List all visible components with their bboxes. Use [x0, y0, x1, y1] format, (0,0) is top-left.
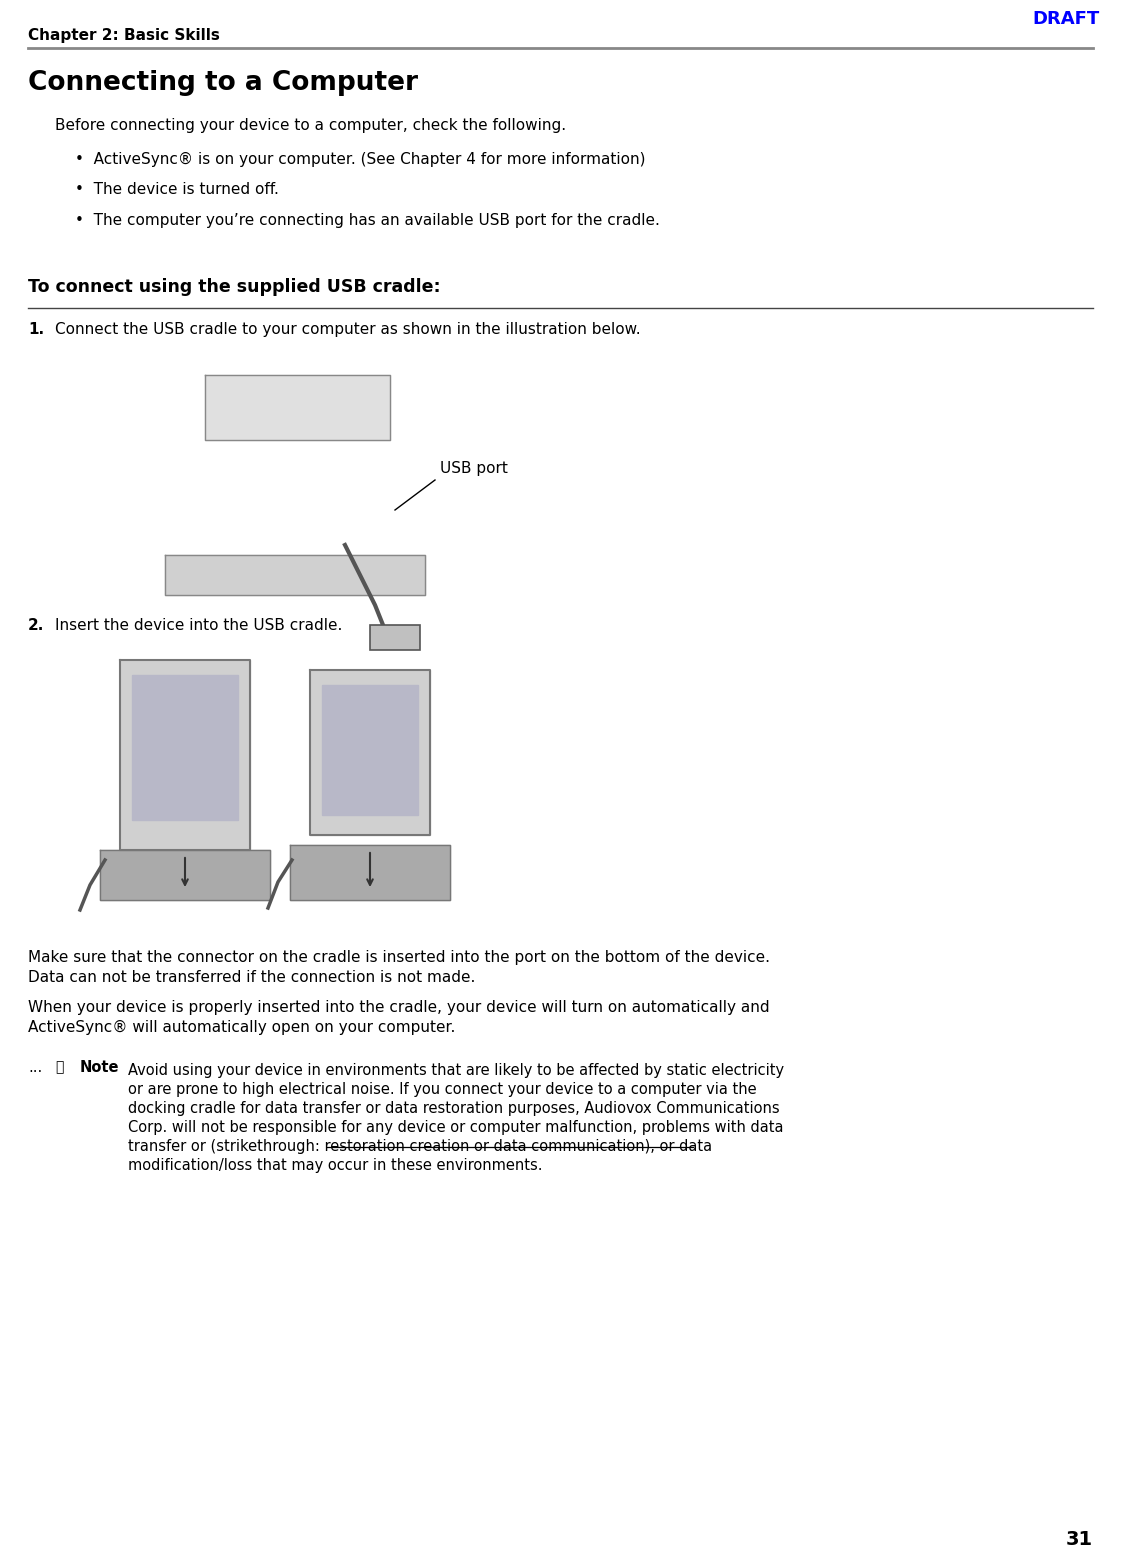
Text: Chapter 2: Basic Skills: Chapter 2: Basic Skills	[28, 28, 220, 43]
Text: Make sure that the connector on the cradle is inserted into the port on the bott: Make sure that the connector on the crad…	[28, 950, 770, 965]
Text: or are prone to high electrical noise. If you connect your device to a computer : or are prone to high electrical noise. I…	[128, 1082, 757, 1097]
Polygon shape	[322, 684, 418, 815]
Text: docking cradle for data transfer or data restoration purposes, Audiovox Communic: docking cradle for data transfer or data…	[128, 1100, 779, 1116]
Polygon shape	[132, 675, 238, 819]
Text: Corp. will not be responsible for any device or computer malfunction, problems w: Corp. will not be responsible for any de…	[128, 1121, 784, 1135]
Text: 📓: 📓	[55, 1060, 64, 1074]
Text: 31: 31	[1066, 1530, 1093, 1549]
Text: transfer or (strikethrough: restoration creation or data communication), or data: transfer or (strikethrough: restoration …	[128, 1139, 712, 1155]
Text: ...: ...	[28, 1060, 43, 1076]
Polygon shape	[290, 844, 450, 900]
Text: DRAFT: DRAFT	[1032, 9, 1100, 28]
Text: USB port: USB port	[441, 461, 508, 475]
Text: Insert the device into the USB cradle.: Insert the device into the USB cradle.	[55, 618, 342, 633]
Text: 2.: 2.	[28, 618, 45, 633]
Text: 1.: 1.	[28, 321, 44, 337]
Text: When your device is properly inserted into the cradle, your device will turn on : When your device is properly inserted in…	[28, 999, 770, 1015]
Polygon shape	[100, 850, 270, 900]
Text: ActiveSync® will automatically open on your computer.: ActiveSync® will automatically open on y…	[28, 1020, 455, 1035]
Polygon shape	[165, 556, 425, 594]
Text: Data can not be transferred if the connection is not made.: Data can not be transferred if the conne…	[28, 970, 475, 986]
Text: •  The computer you’re connecting has an available USB port for the cradle.: • The computer you’re connecting has an …	[75, 213, 660, 228]
Text: To connect using the supplied USB cradle:: To connect using the supplied USB cradle…	[28, 278, 441, 296]
Text: Note: Note	[80, 1060, 120, 1076]
Text: Connecting to a Computer: Connecting to a Computer	[28, 70, 418, 96]
Polygon shape	[120, 660, 250, 850]
Text: Before connecting your device to a computer, check the following.: Before connecting your device to a compu…	[55, 118, 566, 133]
Text: Connect the USB cradle to your computer as shown in the illustration below.: Connect the USB cradle to your computer …	[55, 321, 640, 337]
Text: Avoid using your device in environments that are likely to be affected by static: Avoid using your device in environments …	[128, 1063, 784, 1079]
Text: modification/loss that may occur in these environments.: modification/loss that may occur in thes…	[128, 1158, 543, 1173]
Text: •  ActiveSync® is on your computer. (See Chapter 4 for more information): • ActiveSync® is on your computer. (See …	[75, 152, 646, 168]
Polygon shape	[311, 670, 430, 835]
FancyBboxPatch shape	[370, 625, 420, 650]
Text: •  The device is turned off.: • The device is turned off.	[75, 182, 279, 197]
Polygon shape	[205, 376, 390, 441]
